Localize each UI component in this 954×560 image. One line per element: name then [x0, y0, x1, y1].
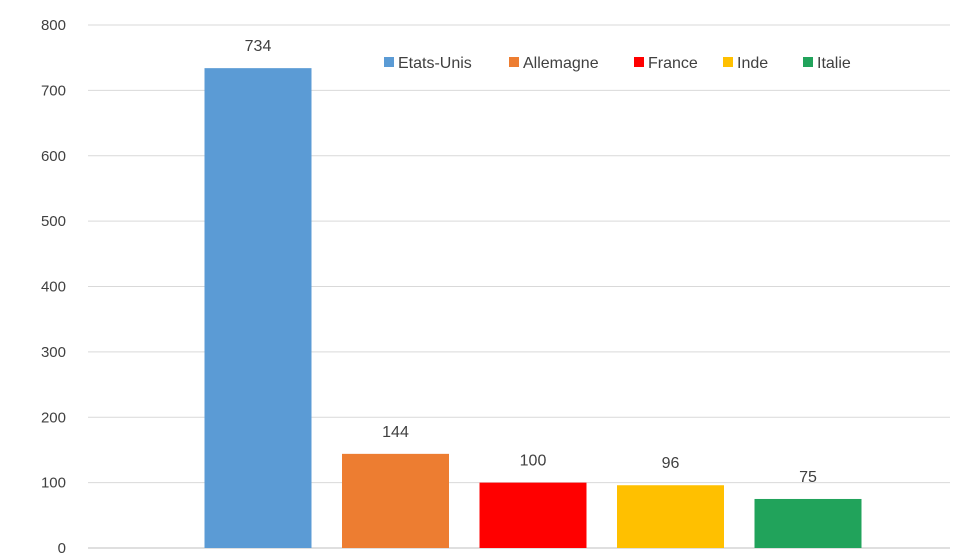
legend-swatch — [723, 57, 733, 67]
legend-entry-label: Allemagne — [523, 55, 599, 72]
y-tick-label: 100 — [41, 475, 66, 492]
bar-allemagne — [342, 453, 449, 548]
data-label: 734 — [245, 38, 272, 55]
legend-entry-label: Inde — [737, 55, 768, 72]
bar-etats-unis — [204, 68, 312, 549]
legend: Etats-Unis Allemagne France Inde Italie — [384, 55, 851, 72]
data-label: 75 — [799, 469, 817, 486]
y-tick-label: 200 — [41, 409, 66, 426]
bar-italie — [754, 498, 862, 548]
y-tick-label: 700 — [41, 82, 66, 99]
data-label: 100 — [520, 453, 547, 470]
y-tick-label: 800 — [41, 17, 66, 34]
legend-swatch — [509, 57, 519, 67]
legend-entry-label: Etats-Unis — [398, 55, 472, 72]
bar-inde — [617, 485, 724, 548]
legend-entry-label: France — [648, 55, 698, 72]
y-tick-label: 0 — [58, 540, 66, 557]
legend-swatch — [384, 57, 394, 67]
bar-france — [479, 482, 587, 548]
y-tick-label: 300 — [41, 344, 66, 361]
y-axis-ticks: 0 100 200 300 400 500 600 700 800 — [41, 17, 66, 557]
legend-swatch — [803, 57, 813, 67]
legend-entry-label: Italie — [817, 55, 851, 72]
y-tick-label: 500 — [41, 213, 66, 230]
data-label: 144 — [382, 424, 409, 441]
data-labels: 734 144 100 96 75 — [245, 38, 817, 486]
y-tick-label: 400 — [41, 279, 66, 296]
data-label: 96 — [662, 455, 680, 472]
bars — [204, 68, 862, 549]
legend-swatch — [634, 57, 644, 67]
y-tick-label: 600 — [41, 148, 66, 165]
